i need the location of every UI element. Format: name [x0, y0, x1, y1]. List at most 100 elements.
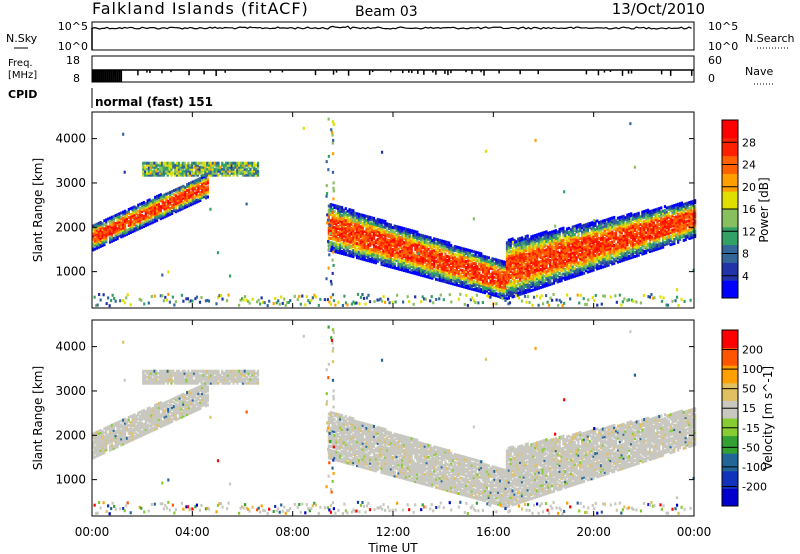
power-cell — [342, 234, 346, 238]
power-cell — [470, 281, 473, 285]
power-cell — [367, 235, 370, 239]
power-cell — [215, 165, 218, 169]
power-cell — [380, 220, 383, 224]
power-cell — [144, 206, 147, 210]
power-cell — [507, 290, 510, 294]
power-cell — [571, 253, 574, 257]
power-cell — [169, 198, 172, 202]
power-cell — [459, 274, 462, 278]
power-cell — [631, 241, 635, 245]
power-cell — [532, 244, 535, 248]
power-cell — [416, 238, 419, 242]
power-cell — [142, 165, 145, 169]
power-cell — [648, 230, 652, 234]
power-cell — [579, 243, 582, 247]
power-cell — [451, 258, 455, 262]
power-cell — [371, 222, 374, 226]
power-cell — [348, 244, 351, 248]
power-cell — [635, 240, 638, 244]
power-cell — [369, 247, 372, 251]
power-cell — [140, 223, 144, 227]
power-cell — [498, 291, 502, 295]
power-cell — [535, 275, 539, 279]
power-cell — [374, 259, 378, 263]
power-cell — [474, 256, 477, 260]
power-cell — [436, 240, 440, 244]
power-cell — [427, 255, 430, 259]
power-cell — [579, 225, 582, 229]
power-cell — [182, 188, 185, 192]
power-cell — [352, 221, 355, 225]
power-cell — [369, 253, 372, 257]
power-cell — [504, 272, 507, 276]
power-cell — [552, 269, 556, 273]
power-cell — [669, 217, 672, 221]
power-cell — [354, 249, 357, 253]
power-cell — [340, 216, 344, 220]
power-cell — [541, 267, 544, 271]
power-cell — [566, 243, 569, 247]
power-cell — [598, 266, 601, 270]
power-cell — [435, 253, 438, 257]
power-cell — [465, 266, 468, 270]
power-cell — [511, 281, 514, 285]
power-cell — [599, 228, 603, 232]
power-cell — [401, 262, 404, 266]
power-cell — [387, 230, 391, 234]
nave-mark — [432, 70, 434, 73]
power-cell — [641, 212, 644, 216]
power-cell — [571, 257, 574, 261]
power-cell — [530, 245, 533, 249]
power-cell — [622, 218, 625, 222]
power-cell — [176, 189, 179, 193]
power-cell — [110, 217, 114, 221]
power-cell — [211, 163, 214, 167]
power-cell — [425, 243, 428, 247]
power-cell — [386, 242, 389, 246]
cpid-value: normal (fast) 151 — [95, 95, 213, 109]
power-cell — [97, 233, 100, 237]
power-cell — [140, 221, 144, 225]
power-cell — [515, 242, 518, 246]
power-cell — [575, 260, 578, 264]
power-cell — [534, 277, 537, 281]
power-cell — [159, 215, 162, 219]
power-cell — [209, 161, 213, 165]
power-cell — [641, 252, 644, 256]
power-cell — [389, 265, 393, 269]
power-cell — [532, 278, 535, 282]
power-cell — [675, 233, 678, 237]
power-cell — [646, 218, 650, 222]
power-cell — [545, 238, 548, 242]
power-cell — [594, 230, 597, 234]
power-cell — [221, 171, 224, 175]
power-cell — [142, 220, 145, 224]
power-cell — [412, 259, 415, 263]
power-cell — [163, 197, 166, 201]
power-cell — [213, 169, 216, 173]
power-cell — [480, 256, 483, 260]
power-cell — [435, 251, 438, 255]
power-cell — [622, 224, 625, 228]
power-cell — [671, 234, 674, 238]
power-cell — [120, 223, 123, 227]
power-cell — [513, 238, 516, 242]
power-cell — [564, 257, 567, 261]
power-cell — [423, 238, 426, 242]
power-cell — [144, 212, 147, 216]
power-cell — [509, 262, 512, 266]
power-cell — [114, 216, 117, 220]
power-cell — [192, 171, 196, 175]
nave-mark — [465, 70, 467, 73]
power-cell — [505, 273, 509, 277]
power-cell — [626, 231, 629, 235]
power-cell — [579, 272, 582, 276]
power-cell — [380, 218, 383, 222]
power-cell — [410, 229, 413, 233]
power-cell — [618, 247, 621, 251]
power-cell — [167, 205, 170, 209]
power-cell — [599, 266, 603, 270]
power-cell — [528, 247, 531, 251]
power-cell — [502, 260, 505, 264]
power-cell — [215, 173, 218, 177]
